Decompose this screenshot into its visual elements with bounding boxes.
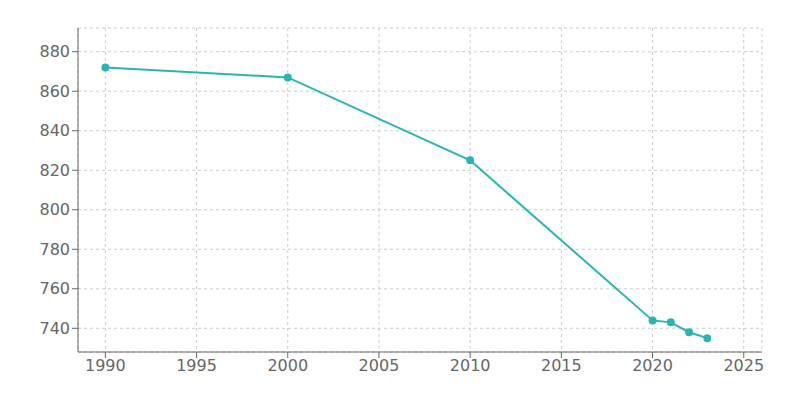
svg-text:740: 740 xyxy=(39,319,70,338)
svg-text:860: 860 xyxy=(39,82,70,101)
svg-text:2000: 2000 xyxy=(267,356,308,375)
svg-text:820: 820 xyxy=(39,161,70,180)
svg-text:2010: 2010 xyxy=(450,356,491,375)
svg-text:760: 760 xyxy=(39,279,70,298)
svg-text:1990: 1990 xyxy=(85,356,126,375)
svg-text:880: 880 xyxy=(39,42,70,61)
svg-text:2025: 2025 xyxy=(723,356,764,375)
svg-text:1995: 1995 xyxy=(176,356,217,375)
svg-text:840: 840 xyxy=(39,121,70,140)
svg-text:2020: 2020 xyxy=(632,356,673,375)
svg-text:2005: 2005 xyxy=(359,356,400,375)
svg-text:800: 800 xyxy=(39,200,70,219)
svg-text:2015: 2015 xyxy=(541,356,582,375)
svg-text:780: 780 xyxy=(39,240,70,259)
